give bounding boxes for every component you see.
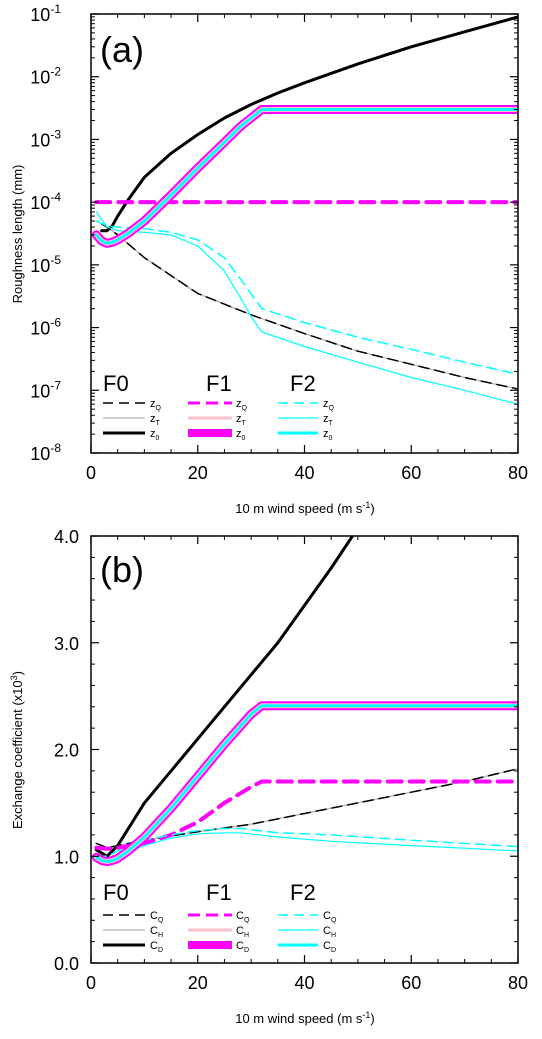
legend-a-f0-zq-label: zQ	[150, 398, 162, 412]
series-line	[94, 704, 518, 864]
panel-a-legend: F0 F1 F2 zQ zT z0 zQ zT z0 zQ zT z0	[103, 371, 335, 442]
y-tick-label: 0.0	[54, 954, 79, 974]
legend-b-f2-ch-label: CH	[323, 925, 336, 939]
y-tick-label: 3.0	[54, 634, 79, 654]
y-tick-label: 10-7	[30, 378, 61, 401]
legend-a-f2-zq-label: zQ	[323, 398, 335, 412]
panel-b-y-axis-title: Exchange coefficient (x103)	[9, 671, 25, 829]
legend-a-f2-z0-label: z0	[323, 428, 333, 442]
series-f0-zq	[100, 223, 518, 390]
legend-a-f0-z0-label: z0	[150, 428, 160, 442]
y-tick-label: 10-4	[30, 190, 61, 213]
legend-b-f2-cd-label: CD	[323, 940, 336, 954]
series-line	[95, 827, 518, 858]
panel-a-x-axis-title: 10 m wind speed (m s-1)	[235, 500, 375, 516]
legend-a-f1-z0-label: z0	[236, 428, 246, 442]
legend-b-f0-cd-label: CD	[150, 940, 163, 954]
y-tick-label: 10-2	[30, 65, 61, 88]
series-f0-z0	[100, 15, 518, 233]
y-tick-label: 1.0	[54, 847, 79, 867]
panel-b-x-axis-title: 10 m wind speed (m s-1)	[235, 1010, 375, 1026]
series-f0-cq	[95, 767, 518, 849]
y-tick-label: 10-1	[30, 2, 61, 25]
panel-a-ticks: 0 20 40 60 80 10-8 10-7 10-6 10-5 10-4 10-3 10-2 10-…	[30, 2, 528, 483]
panel-a-series	[91, 15, 518, 405]
series-line	[95, 767, 518, 849]
x-tick-label: 40	[294, 463, 314, 483]
legend-a-f0-zt-label: zT	[150, 413, 161, 427]
x-tick-label: 60	[401, 463, 421, 483]
x-tick-label: 80	[508, 973, 528, 993]
panel-a-y-axis-title: Roughness length (mm)	[10, 165, 25, 304]
legend-a-f1-zt-label: zT	[236, 413, 247, 427]
x-tick-label: 80	[508, 463, 528, 483]
y-tick-label: 2.0	[54, 741, 79, 761]
legend-b-f2-cq-label: CQ	[323, 910, 337, 924]
legend-b-f1-cq-label: CQ	[236, 910, 250, 924]
series-line	[100, 223, 518, 390]
panel-b-label: (b)	[100, 549, 144, 590]
series-f0-cd	[94, 536, 354, 858]
legend-a-f2-zt-label: zT	[323, 413, 334, 427]
y-tick-label: 10-8	[30, 441, 61, 464]
x-tick-label: 20	[188, 463, 208, 483]
series-f2-cq	[95, 827, 518, 858]
series-line	[94, 536, 354, 858]
series-line	[94, 108, 518, 245]
series-line	[100, 15, 518, 233]
series-line	[93, 107, 518, 246]
series-line	[94, 779, 518, 851]
legend-a-f1-zq-label: zQ	[236, 398, 248, 412]
y-tick-label: 10-3	[30, 127, 61, 150]
series-line	[100, 223, 518, 390]
x-tick-label: 0	[86, 973, 96, 993]
legend-b-f0-ch-label: CH	[150, 925, 163, 939]
x-tick-label: 0	[86, 463, 96, 483]
panel-b-chart: 0 20 40 60 80 0.0 1.0 2.0 3.0 4.0 (b) 10 m wind s…	[9, 527, 528, 1026]
x-tick-label: 40	[294, 973, 314, 993]
y-tick-label: 10-5	[30, 253, 61, 276]
legend-b-f1-cd-label: CD	[236, 940, 249, 954]
legend-a-f0-title: F0	[103, 371, 129, 396]
legend-b-f1-ch-label: CH	[236, 925, 249, 939]
series-f1-f2-cd	[91, 701, 518, 867]
series-f1-f2-z0	[91, 105, 518, 248]
legend-b-f1-title: F1	[206, 880, 232, 905]
y-tick-label: 4.0	[54, 527, 79, 547]
legend-b-f2-title: F2	[290, 880, 316, 905]
panel-a-chart: 0 20 40 60 80 10-8 10-7 10-6 10-5 10-4 10-3 10-2 10-…	[10, 2, 528, 516]
panel-b-legend: F0 F1 F2 CQ CH CD CQ CH CD CQ CH CD	[103, 880, 337, 954]
series-f2-zq	[95, 220, 518, 376]
series-line	[95, 220, 518, 376]
panel-b-ticks: 0 20 40 60 80 0.0 1.0 2.0 3.0 4.0	[54, 527, 528, 993]
panel-b-series	[91, 536, 518, 867]
legend-b-f0-cq-label: CQ	[150, 910, 164, 924]
series-f1-cq	[94, 779, 518, 851]
series-line	[91, 105, 518, 248]
panel-a-label: (a)	[100, 29, 144, 70]
x-tick-label: 20	[188, 973, 208, 993]
legend-a-f2-title: F2	[290, 371, 316, 396]
legend-a-f1-title: F1	[206, 371, 232, 396]
legend-b-f0-title: F0	[103, 880, 129, 905]
x-tick-label: 60	[401, 973, 421, 993]
y-tick-label: 10-6	[30, 316, 61, 339]
